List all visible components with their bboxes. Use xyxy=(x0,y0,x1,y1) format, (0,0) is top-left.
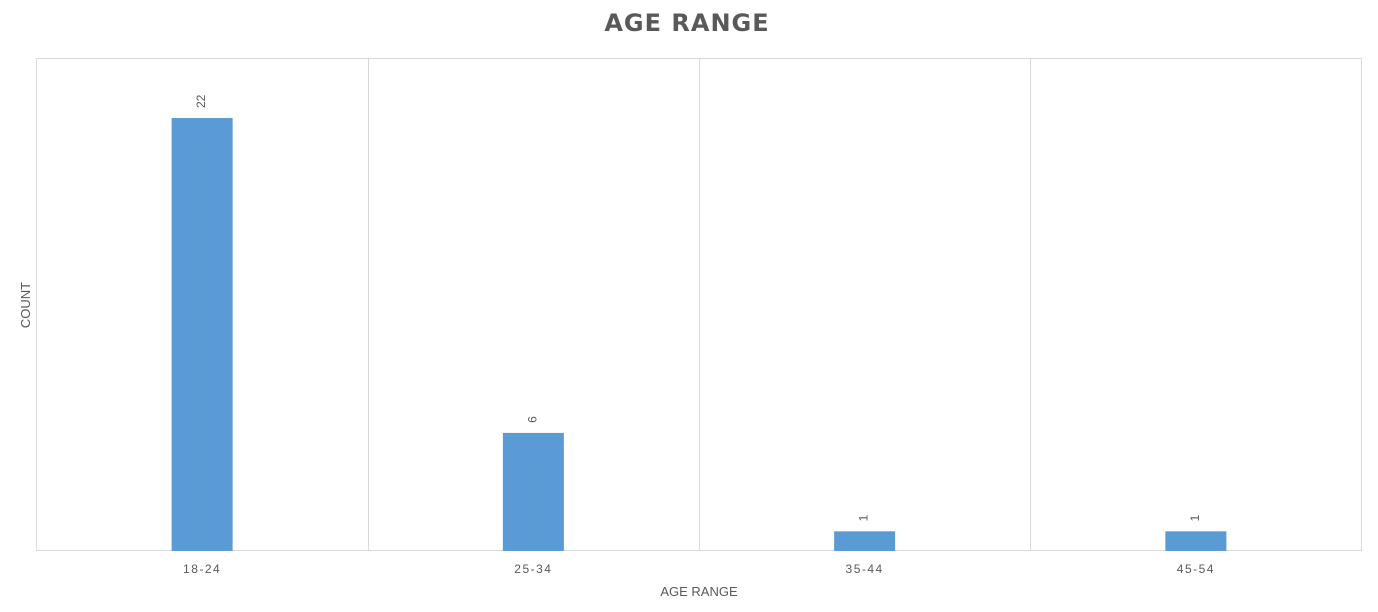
bar xyxy=(502,432,564,551)
x-tick-label: 25-34 xyxy=(514,562,552,576)
bar xyxy=(1165,531,1227,551)
data-label: 22 xyxy=(194,94,208,108)
x-tick-label: 35-44 xyxy=(846,562,884,576)
y-axis-title: COUNT xyxy=(18,282,33,328)
chart-title: AGE RANGE xyxy=(604,9,769,37)
bars xyxy=(171,118,1227,551)
data-label: 1 xyxy=(857,514,871,521)
data-label: 6 xyxy=(525,416,539,423)
x-tick-label: 45-54 xyxy=(1177,562,1215,576)
x-tick-labels: 18-24 25-34 35-44 45-54 xyxy=(183,562,1215,576)
grid-lines xyxy=(368,58,1031,551)
data-label: 1 xyxy=(1188,514,1202,521)
x-tick-label: 18-24 xyxy=(183,562,221,576)
bar xyxy=(171,118,233,551)
bar xyxy=(834,531,896,551)
x-axis-title: AGE RANGE xyxy=(660,584,738,599)
data-labels: 22 6 1 1 xyxy=(194,94,1202,521)
